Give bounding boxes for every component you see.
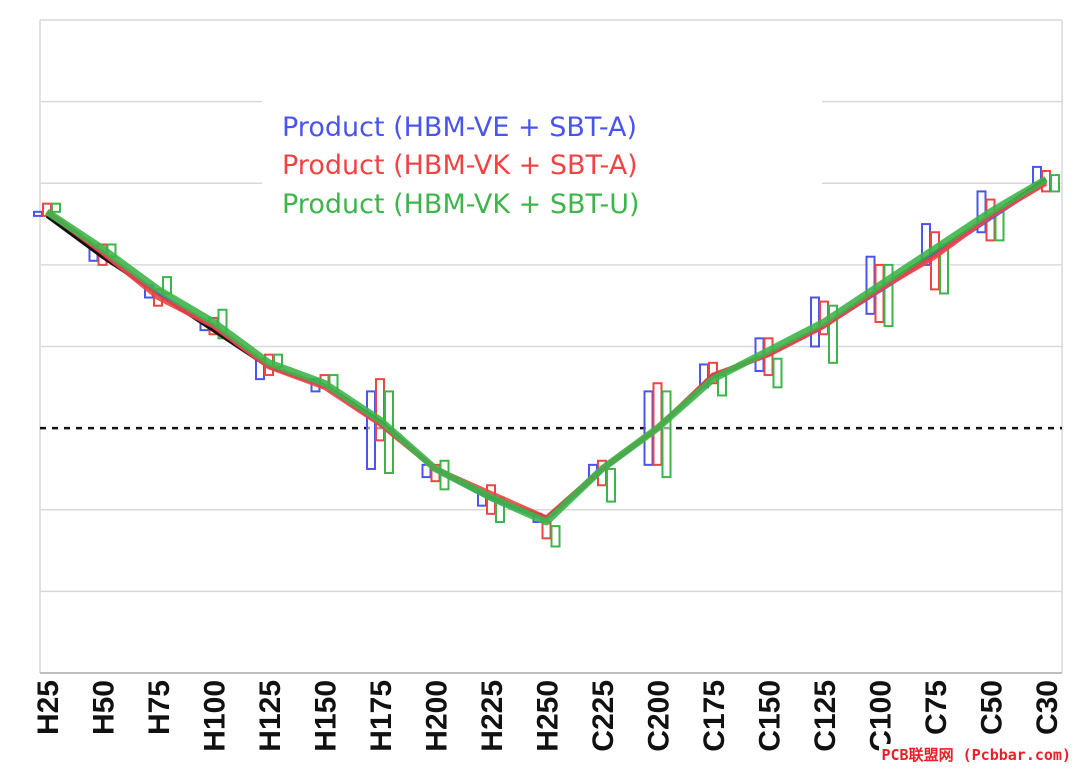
x-tick-label: C100	[865, 680, 898, 752]
x-tick-label: H150	[310, 680, 343, 752]
box-marker	[366, 390, 376, 470]
series-line	[45, 181, 1048, 521]
x-tick-label: H25	[32, 680, 65, 735]
plot-frame	[39, 19, 1063, 674]
x-tick-label: H125	[254, 680, 287, 752]
box-marker	[375, 378, 385, 442]
x-tick-label: C50	[976, 680, 1009, 735]
x-tick-label: C30	[1031, 680, 1064, 735]
x-tick-label: C200	[643, 680, 676, 752]
watermark: PCB联盟网 (Pcbbar.com)	[878, 744, 1074, 765]
box-marker	[883, 263, 894, 328]
legend: Product (HBM-VE + SBT-A) Product (HBM-VK…	[262, 100, 822, 226]
box-marker	[606, 467, 616, 503]
x-tick-label: C225	[587, 680, 620, 752]
legend-entry-2: Product (HBM-VK + SBT-A)	[282, 150, 638, 181]
x-tick-label: C175	[698, 680, 731, 752]
legend-entry-1: Product (HBM-VE + SBT-A)	[282, 112, 637, 143]
box-marker	[661, 390, 672, 479]
box-marker	[643, 390, 654, 466]
series-line	[45, 176, 1048, 526]
x-tick-label: H100	[199, 680, 232, 752]
box-marker	[33, 210, 43, 217]
x-tick-label: H175	[365, 680, 398, 752]
x-tick-label: C125	[809, 680, 842, 752]
x-tick-label: H250	[532, 680, 565, 752]
x-tick-label: H225	[476, 680, 509, 752]
x-axis-tick-labels: H25 H50 H75 H100 H125 H150 H175 H200 H225 H250 C22…	[32, 680, 1064, 752]
series-line	[45, 179, 1048, 522]
box-marker	[550, 525, 561, 548]
x-tick-label: H200	[421, 680, 454, 752]
legend-background	[262, 100, 822, 226]
box-marker	[828, 304, 838, 364]
reference-line	[45, 177, 1048, 520]
x-tick-label: H75	[143, 680, 176, 735]
x-tick-label: C150	[754, 680, 787, 752]
x-tick-label: H50	[88, 680, 121, 735]
box-marker	[772, 357, 783, 389]
box-marker	[1050, 174, 1060, 193]
box-marker	[51, 202, 61, 213]
x-tick-label: C75	[920, 680, 953, 735]
legend-entry-3: Product (HBM-VK + SBT-U)	[282, 189, 640, 220]
series-lines	[45, 176, 1048, 526]
